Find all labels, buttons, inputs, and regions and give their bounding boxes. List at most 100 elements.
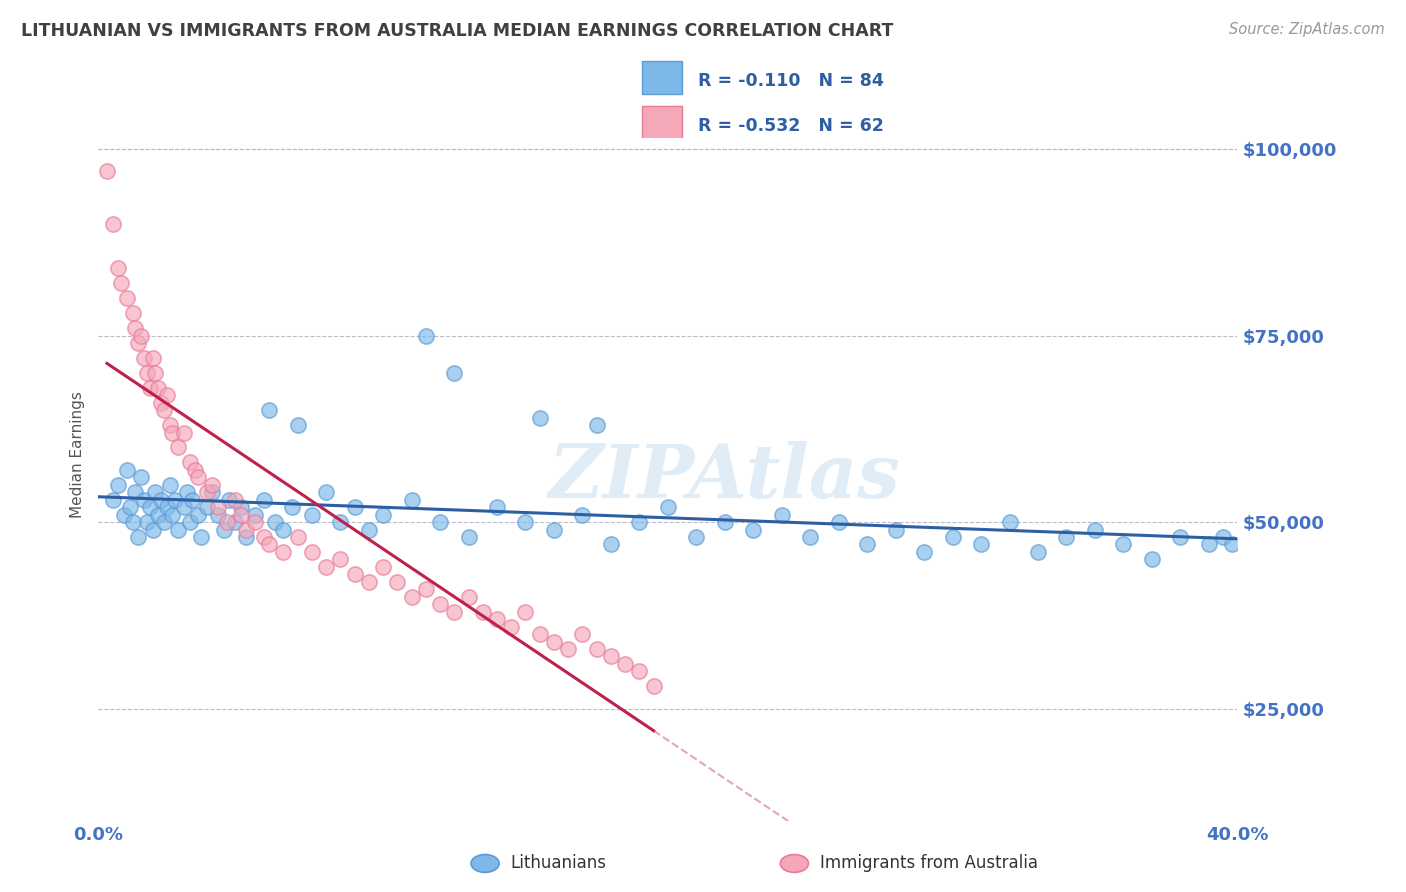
Point (401, 492, 423, 507)
Point (110, 277, 132, 291)
Point (124, 321, 146, 335)
Point (828, 515, 851, 529)
Point (799, 530, 821, 544)
Point (329, 552, 352, 566)
Point (264, 515, 287, 529)
Point (415, 328, 437, 343)
Point (129, 470, 152, 484)
Point (179, 515, 201, 529)
Point (159, 477, 181, 491)
Point (770, 508, 793, 522)
Point (195, 500, 218, 515)
Point (557, 642, 579, 657)
Y-axis label: Median Earnings: Median Earnings (70, 392, 86, 518)
Point (856, 537, 879, 551)
Point (115, 291, 138, 305)
Text: R = -0.532   N = 62: R = -0.532 N = 62 (697, 117, 884, 135)
Point (159, 418, 181, 433)
Point (153, 403, 176, 417)
Point (1084, 523, 1107, 537)
Point (429, 597, 451, 611)
Point (301, 545, 323, 559)
Point (181, 492, 204, 507)
Point (252, 492, 274, 507)
Point (132, 351, 155, 365)
Point (107, 477, 129, 491)
Point (429, 515, 451, 529)
Point (287, 418, 309, 433)
Point (207, 508, 229, 522)
Point (457, 530, 479, 544)
Point (942, 530, 965, 544)
FancyBboxPatch shape (641, 106, 682, 139)
Point (127, 530, 149, 544)
Point (127, 335, 149, 350)
Point (153, 515, 176, 529)
Point (315, 560, 337, 574)
Point (162, 508, 184, 522)
Point (224, 492, 246, 507)
Point (201, 477, 224, 491)
Point (101, 492, 124, 507)
Text: Immigrants from Australia: Immigrants from Australia (820, 855, 1038, 872)
Point (141, 351, 163, 365)
Point (218, 492, 240, 507)
Point (287, 530, 309, 544)
Point (187, 470, 209, 484)
Point (229, 508, 252, 522)
Point (273, 545, 295, 559)
Point (173, 425, 195, 440)
Point (101, 217, 124, 231)
Point (145, 366, 167, 380)
Point (486, 612, 509, 626)
Point (135, 515, 157, 529)
Point (486, 500, 509, 515)
Point (138, 381, 160, 395)
Point (121, 306, 143, 320)
Point (201, 485, 224, 500)
Point (643, 679, 665, 693)
Point (343, 500, 366, 515)
Point (259, 537, 281, 551)
Text: LITHUANIAN VS IMMIGRANTS FROM AUSTRALIA MEDIAN EARNINGS CORRELATION CHART: LITHUANIAN VS IMMIGRANTS FROM AUSTRALIA … (21, 22, 893, 40)
Point (329, 515, 352, 529)
Point (184, 463, 207, 477)
Point (150, 395, 173, 409)
Point (884, 523, 907, 537)
Point (96, 164, 118, 178)
Point (585, 418, 607, 433)
Point (1212, 530, 1234, 544)
Point (401, 590, 423, 604)
Point (179, 455, 201, 469)
Point (167, 441, 190, 455)
Point (215, 515, 238, 529)
Point (373, 508, 395, 522)
Point (259, 403, 281, 417)
Point (107, 261, 129, 276)
Point (273, 523, 295, 537)
Point (195, 485, 218, 500)
Point (443, 366, 465, 380)
Point (141, 523, 163, 537)
Point (714, 515, 737, 529)
FancyBboxPatch shape (641, 62, 682, 94)
Point (138, 500, 160, 515)
Point (912, 545, 935, 559)
Point (471, 605, 494, 619)
Point (970, 537, 993, 551)
Point (685, 530, 707, 544)
Point (224, 515, 246, 529)
Point (373, 560, 395, 574)
Text: Lithuanians: Lithuanians (510, 855, 606, 872)
Point (118, 500, 141, 515)
Point (357, 523, 380, 537)
Point (571, 627, 593, 641)
Point (614, 657, 637, 671)
Point (165, 492, 187, 507)
Point (357, 574, 380, 589)
Point (1140, 552, 1163, 566)
Point (115, 463, 138, 477)
Point (515, 605, 537, 619)
Point (742, 523, 765, 537)
Point (243, 515, 266, 529)
